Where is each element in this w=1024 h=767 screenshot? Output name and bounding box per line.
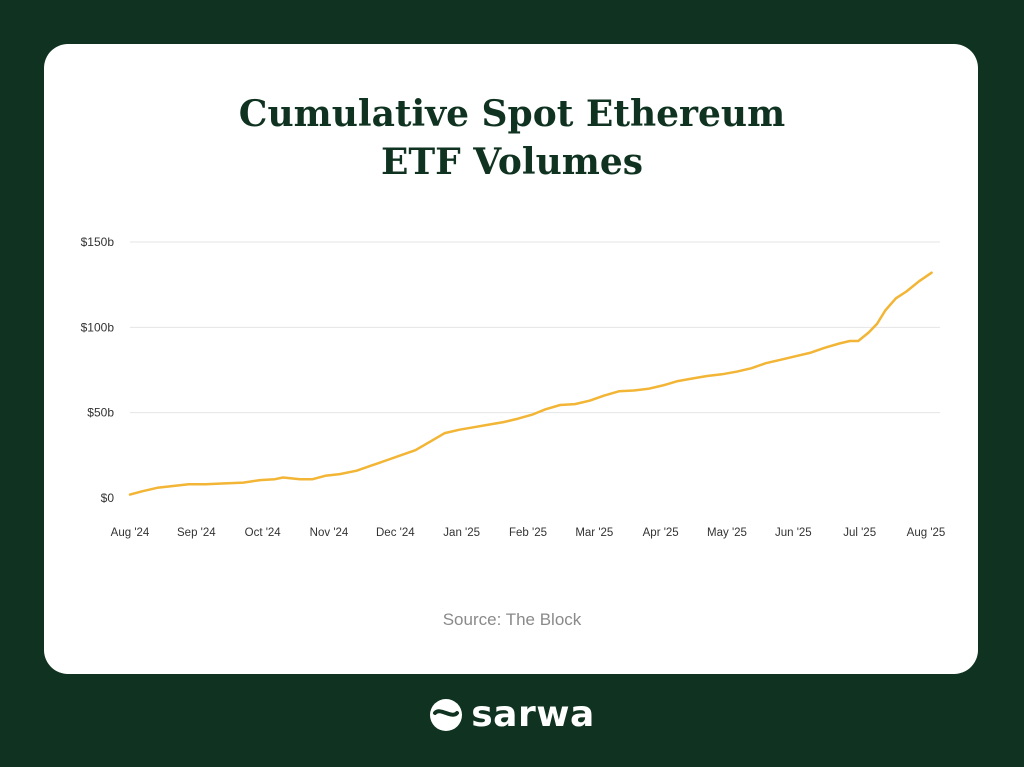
x-tick-label: Apr '25 xyxy=(643,527,679,539)
y-tick-label: $150b xyxy=(81,235,115,249)
x-tick-label: Aug '25 xyxy=(907,527,946,539)
y-tick-label: $0 xyxy=(101,491,115,505)
x-tick-label: Dec '24 xyxy=(376,527,415,539)
brand-logo: sarwa xyxy=(0,694,1024,735)
y-tick-label: $100b xyxy=(81,320,115,334)
chart-title: Cumulative Spot Ethereum ETF Volumes xyxy=(0,90,1024,186)
x-tick-label: Aug '24 xyxy=(111,527,150,539)
line-chart: $0 $50b $100b $150b Aug '24 Sep '24 Oct '24 Nov… xyxy=(81,235,946,539)
source-note: Source: The Block xyxy=(442,610,582,629)
x-tick-label: Jul '25 xyxy=(843,527,876,539)
sarwa-logo-icon xyxy=(430,698,463,731)
chart-title-line-1: Cumulative Spot Ethereum xyxy=(238,93,786,135)
x-tick-label: Nov '24 xyxy=(310,527,349,539)
x-tick-label: May '25 xyxy=(707,527,747,539)
x-tick-label: Feb '25 xyxy=(509,527,547,539)
x-tick-label: Jan '25 xyxy=(443,527,480,539)
y-tick-label: $50b xyxy=(87,406,114,420)
chart-title-line-2: ETF Volumes xyxy=(380,141,644,183)
series-line xyxy=(128,271,933,496)
x-tick-label: Sep '24 xyxy=(177,527,216,539)
x-tick-label: Oct '24 xyxy=(245,527,282,539)
brand-name: sarwa xyxy=(471,694,595,735)
x-tick-label: Jun '25 xyxy=(775,527,812,539)
x-tick-label: Mar '25 xyxy=(575,527,613,539)
chart-card xyxy=(44,44,978,674)
